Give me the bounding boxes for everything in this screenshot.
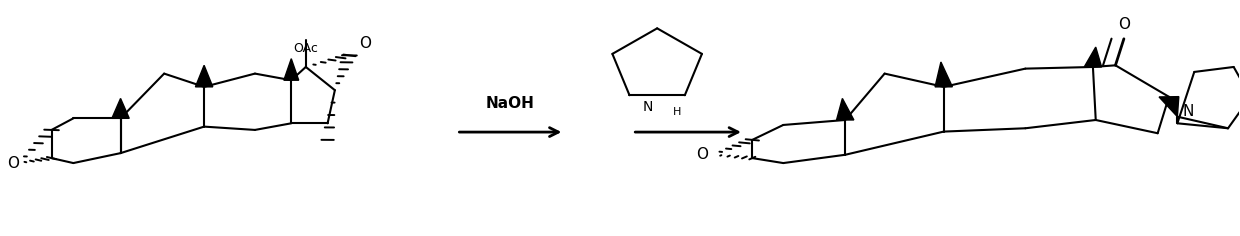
Polygon shape <box>837 98 854 120</box>
Polygon shape <box>1159 97 1179 117</box>
Text: NaOH: NaOH <box>486 97 534 111</box>
Text: N: N <box>1182 105 1194 119</box>
Polygon shape <box>196 65 213 87</box>
Text: N: N <box>644 100 653 114</box>
Text: H: H <box>673 107 682 117</box>
Text: O: O <box>360 36 371 51</box>
Text: O: O <box>1118 17 1130 32</box>
Text: O: O <box>696 147 708 162</box>
Text: O: O <box>7 156 19 171</box>
Polygon shape <box>1084 47 1101 67</box>
Polygon shape <box>935 62 952 87</box>
Polygon shape <box>284 59 299 80</box>
Polygon shape <box>112 98 129 118</box>
Text: OAc: OAc <box>294 42 319 55</box>
